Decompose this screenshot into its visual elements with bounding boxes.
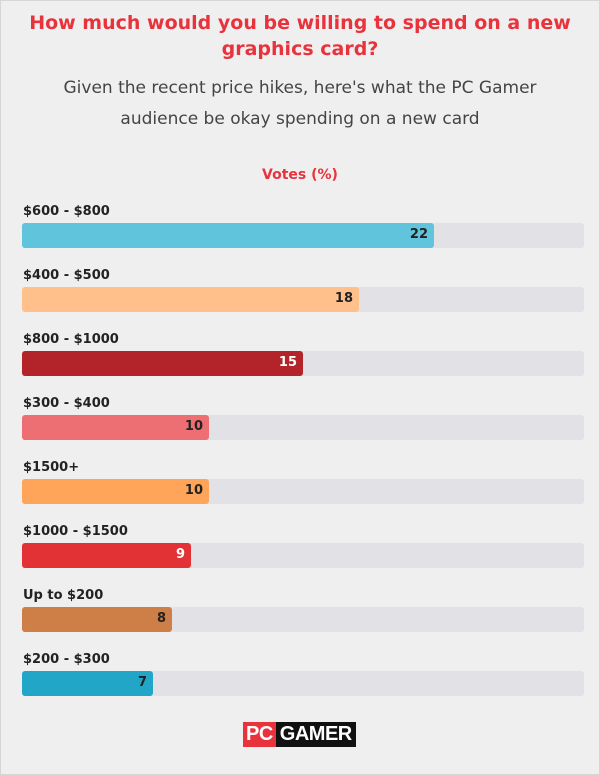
bar-value-label: 10 <box>184 483 203 498</box>
bar-value-label: 8 <box>156 611 166 626</box>
bar <box>22 543 191 568</box>
bar-category-label: $200 - $300 <box>23 652 110 667</box>
bar-category-label: $800 - $1000 <box>23 332 119 347</box>
bar-value-label: 9 <box>175 547 185 562</box>
pc-gamer-logo: PC GAMER <box>243 722 356 747</box>
chart-subtitle: Given the recent price hikes, here's wha… <box>63 78 537 129</box>
bar-category-label: Up to $200 <box>23 588 104 603</box>
bar-category-label: $300 - $400 <box>23 396 110 411</box>
bar-value-label: 7 <box>137 675 147 690</box>
bar-category-label: $600 - $800 <box>23 204 110 219</box>
logo-pc-part: PC <box>243 722 276 747</box>
bar <box>22 479 209 504</box>
bar-value-label: 18 <box>334 291 353 306</box>
bar <box>22 671 153 696</box>
bar <box>22 351 303 376</box>
bar-category-label: $400 - $500 <box>23 268 110 283</box>
bar-chart: $600 - $800 22 $400 - $500 18 $800 - $1000 15… <box>22 204 584 696</box>
axis-label: Votes (%) <box>262 167 338 183</box>
logo-gamer-part: GAMER <box>275 722 356 747</box>
bar-value-label: 22 <box>409 227 428 242</box>
bar <box>22 287 359 312</box>
bar <box>22 223 434 248</box>
bar-value-label: 15 <box>278 355 297 370</box>
bar <box>22 415 209 440</box>
bar-category-label: $1500+ <box>23 460 80 475</box>
bar-value-label: 10 <box>184 419 203 434</box>
chart-title: How much would you be willing to spend o… <box>29 12 571 60</box>
bar-category-label: $1000 - $1500 <box>23 524 128 539</box>
bar <box>22 607 172 632</box>
